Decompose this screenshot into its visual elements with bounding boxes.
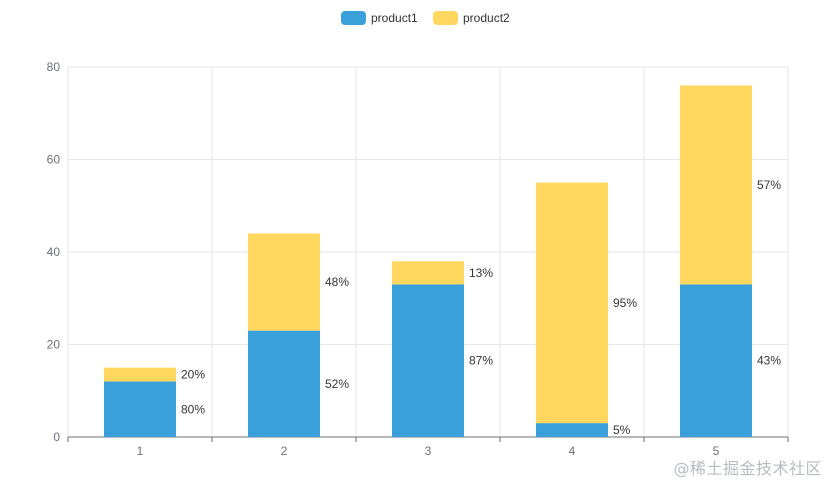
watermark-text: @稀土掘金技术社区 — [673, 459, 822, 478]
y-tick-label-0: 0 — [53, 430, 60, 444]
data-label-product1-4: 5% — [613, 423, 631, 437]
legend-label-product1: product1 — [371, 11, 418, 25]
chart-bars — [104, 85, 752, 437]
chart-legend: product1 product2 — [341, 11, 510, 25]
bar-product1-5 — [680, 284, 752, 437]
x-tick-label-1: 1 — [137, 444, 144, 458]
x-tick-label-4: 4 — [569, 444, 576, 458]
data-label-product2-1: 20% — [181, 368, 205, 382]
bar-product2-5 — [680, 85, 752, 285]
data-label-product1-3: 87% — [469, 354, 493, 368]
bar-product1-2 — [248, 330, 320, 437]
bar-product1-3 — [392, 284, 464, 437]
y-tick-label-60: 60 — [47, 153, 61, 167]
chart-grid — [67, 66, 789, 437]
legend-swatch-product1 — [341, 11, 366, 25]
y-tick-label-40: 40 — [47, 245, 61, 259]
data-label-product1-1: 80% — [181, 402, 205, 416]
bar-product2-4 — [536, 182, 608, 424]
y-tick-label-20: 20 — [47, 338, 61, 352]
x-tick-label-2: 2 — [281, 444, 288, 458]
bar-product2-3 — [392, 261, 464, 285]
bar-product2-2 — [248, 233, 320, 331]
data-label-product2-4: 95% — [613, 296, 637, 310]
y-axis: 0 20 40 60 80 — [47, 60, 61, 444]
bar-product1-4 — [536, 423, 608, 437]
y-tick-label-80: 80 — [47, 60, 61, 74]
data-label-product1-5: 43% — [757, 354, 781, 368]
bar-product1-1 — [104, 381, 176, 437]
bar-product2-1 — [104, 367, 176, 382]
chart-data-labels: 80% 20% 52% 48% 87% 13% 5% 95% 43% 57% — [181, 178, 781, 437]
legend-label-product2: product2 — [463, 11, 510, 25]
data-label-product2-3: 13% — [469, 266, 493, 280]
legend-swatch-product2 — [433, 11, 458, 25]
x-tick-label-5: 5 — [713, 444, 720, 458]
data-label-product2-5: 57% — [757, 178, 781, 192]
data-label-product2-2: 48% — [325, 275, 349, 289]
data-label-product1-2: 52% — [325, 377, 349, 391]
x-tick-label-3: 3 — [425, 444, 432, 458]
